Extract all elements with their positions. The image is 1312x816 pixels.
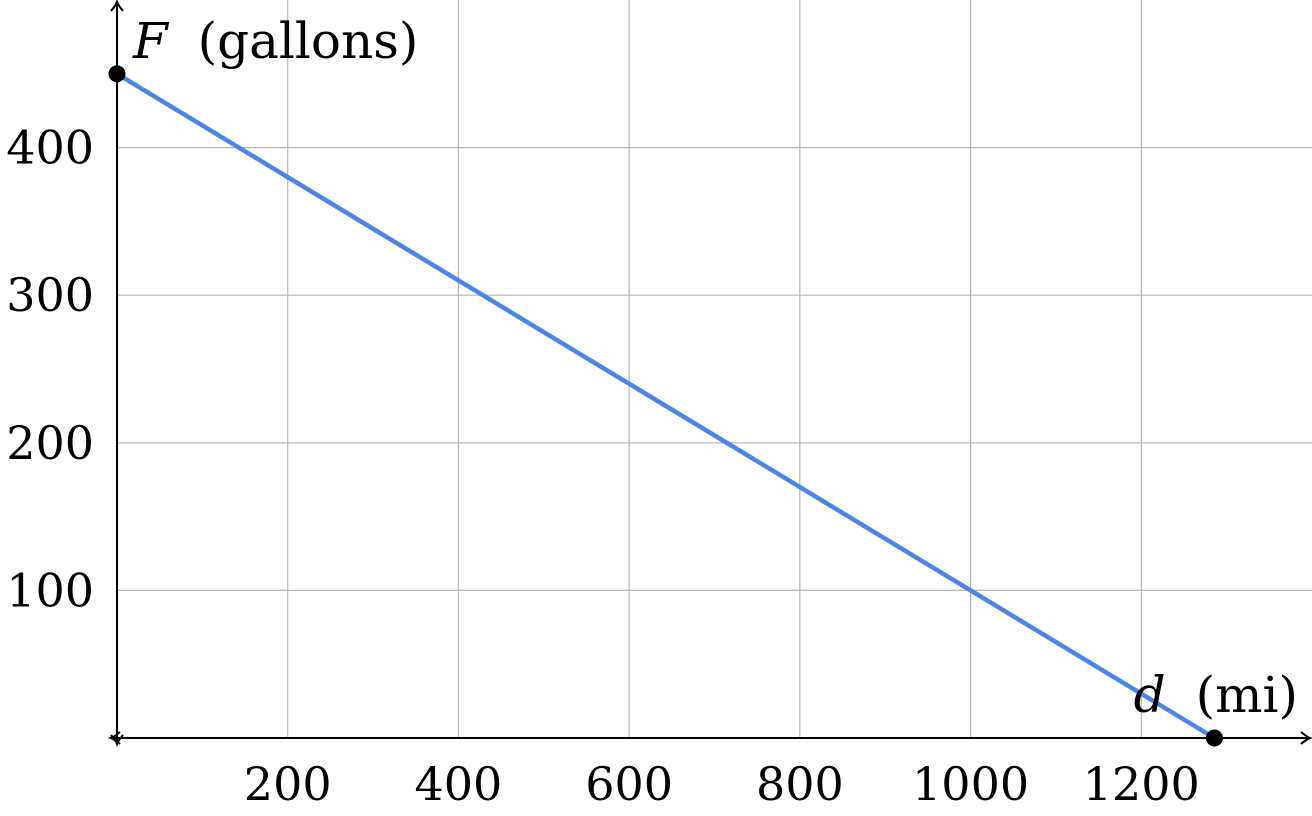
y-axis-variable: F xyxy=(132,12,170,70)
data-point-2 xyxy=(1205,729,1223,747)
series-line-1 xyxy=(114,71,1217,741)
y-axis-arrow-top xyxy=(110,0,124,12)
y-tick-label: 300 xyxy=(6,268,94,322)
x-axis-arrow-right xyxy=(1300,731,1312,745)
points xyxy=(108,65,1223,747)
axes xyxy=(107,0,1312,748)
y-tick-label: 100 xyxy=(6,563,94,617)
grid xyxy=(117,0,1312,738)
y-tick-label: 400 xyxy=(6,121,94,175)
y-tick-label: 200 xyxy=(6,416,94,470)
y-axis-label: F (gallons) xyxy=(132,12,418,70)
x-tick-label: 800 xyxy=(756,757,844,811)
tick-labels: 200 400 600 800 1000 1200 100 200 300 400 xyxy=(6,121,1200,811)
data-point-1 xyxy=(108,65,126,83)
x-axis-label: d (mi) xyxy=(1134,666,1298,724)
series xyxy=(114,71,1217,741)
y-axis-arrow-bottom xyxy=(110,734,124,748)
x-tick-label: 400 xyxy=(415,757,503,811)
y-axis-unit: (gallons) xyxy=(198,12,419,70)
x-axis-unit: (mi) xyxy=(1196,666,1298,724)
x-axis-variable: d xyxy=(1134,666,1166,724)
x-tick-label: 600 xyxy=(585,757,673,811)
x-tick-label: 1200 xyxy=(1083,757,1200,811)
x-tick-label: 200 xyxy=(244,757,332,811)
x-tick-label: 1000 xyxy=(912,757,1029,811)
